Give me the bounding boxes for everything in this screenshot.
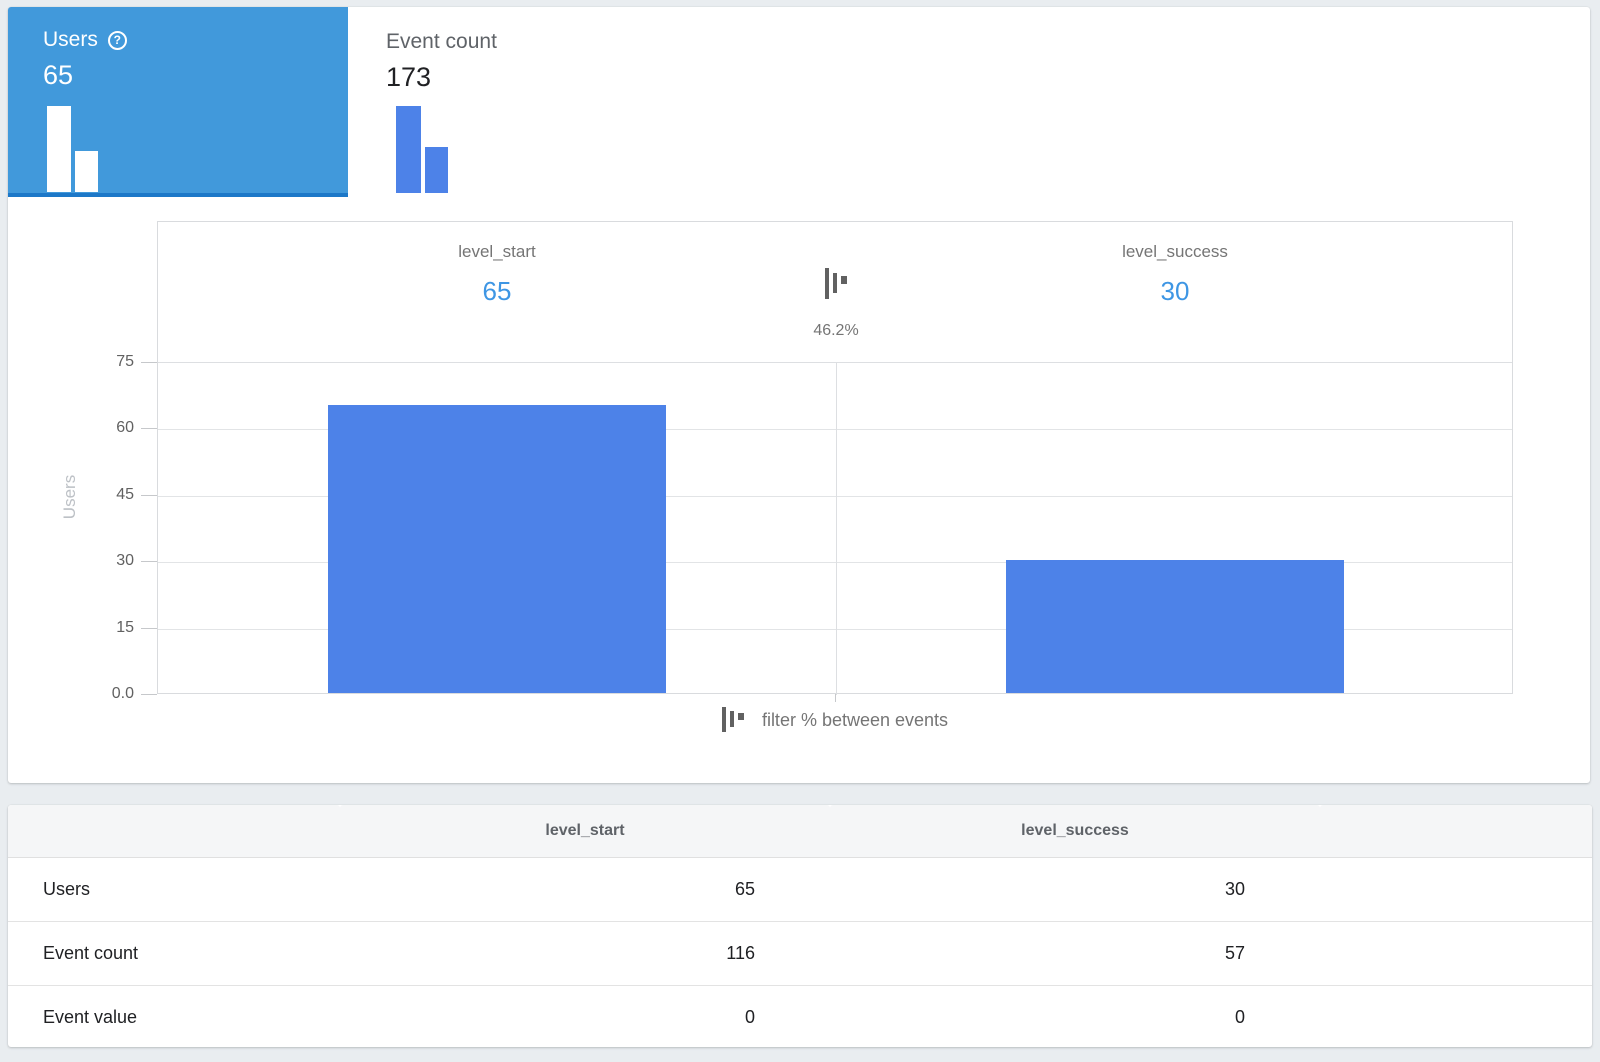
- event-count-mini-bar-short: [425, 147, 448, 193]
- y-axis-tick-mark: [141, 628, 157, 629]
- corner-cell: [8, 805, 340, 858]
- gridline: [158, 496, 1512, 497]
- table-row: Event count 116 57: [8, 921, 1592, 986]
- funnel-data-table: level_start level_success Users 65 30 Ev…: [8, 805, 1592, 1049]
- y-axis-tick-label: 30: [116, 552, 134, 569]
- conversion-percentage: 46.2%: [813, 322, 859, 339]
- users-tab-label: Users: [43, 28, 98, 51]
- tab-users-metric[interactable]: Users ? 65: [8, 7, 348, 197]
- row-label-event-count: Event count: [8, 921, 340, 986]
- gridline: [158, 562, 1512, 563]
- event-count-level-start-value: 116: [340, 921, 830, 986]
- y-axis-tick-label: 60: [116, 419, 134, 436]
- gridline: [158, 629, 1512, 630]
- funnel-step-level-success: level_success 30: [836, 242, 1514, 307]
- funnel-chart-card: Users ? 65 Event count 173 Users 75 60 45 3…: [8, 7, 1590, 783]
- users-mini-bar-short: [75, 151, 98, 192]
- step-name: level_start: [458, 242, 536, 261]
- users-mini-bar-tall: [47, 106, 71, 192]
- y-axis-tick-mark: [141, 495, 157, 496]
- funnel-bar-level-start: [328, 405, 666, 693]
- y-axis-tick-label: 0.0: [111, 685, 134, 702]
- users-level-start-value: 65: [340, 857, 830, 922]
- event-count-tab-value: 173: [386, 62, 432, 92]
- filter-legend-icon: [721, 707, 744, 733]
- column-header-level-start: level_start: [340, 805, 830, 858]
- y-axis-tick-label: 45: [116, 486, 134, 503]
- table-row: Users 65 30: [8, 857, 1592, 922]
- funnel-step-level-start: level_start 65: [158, 242, 836, 307]
- row-label-users: Users: [8, 857, 340, 922]
- y-axis-tick-mark: [141, 362, 157, 363]
- event-count-tab-label: Event count: [386, 30, 497, 53]
- legend-label: filter % between events: [761, 709, 949, 730]
- table-header-row: level_start level_success: [8, 805, 1592, 858]
- step-value: 65: [482, 276, 512, 306]
- funnel-data-table-card: level_start level_success Users 65 30 Ev…: [8, 805, 1592, 1047]
- event-value-level-success-value: 0: [1234, 1006, 1245, 1027]
- y-axis-tick-mark: [141, 561, 157, 562]
- event-count-mini-bar-tall: [396, 106, 421, 193]
- table-row: Event value 0 0: [8, 985, 1592, 1049]
- y-axis-tick-mark: [141, 694, 157, 695]
- column-header-level-success: level_success: [830, 805, 1320, 858]
- event-count-level-success-value: 57: [830, 921, 1320, 986]
- step-divider-line: [836, 363, 837, 695]
- y-axis-tick-mark: [141, 428, 157, 429]
- help-icon[interactable]: ?: [107, 30, 127, 50]
- event-value-level-start-value: 0: [744, 1006, 755, 1027]
- funnel-header: level_start 65 46.2% level_success 30: [158, 222, 1512, 363]
- step-name: level_success: [1122, 242, 1228, 261]
- filter-percent-icon: [825, 268, 847, 300]
- y-axis-tick-label: 15: [116, 619, 134, 636]
- users-tab-value: 65: [43, 60, 74, 90]
- step-value: 30: [1160, 276, 1190, 306]
- row-label-event-value: Event value: [43, 1006, 138, 1027]
- spacer-cell: [1320, 805, 1592, 858]
- gridline: [158, 429, 1512, 430]
- chart-legend: filter % between events: [157, 707, 1513, 733]
- x-axis-tick: [835, 694, 836, 702]
- conversion-block: 46.2%: [776, 268, 896, 340]
- funnel-chart: level_start 65 46.2% level_success 30: [157, 221, 1513, 695]
- funnel-bar-level-success: [1006, 560, 1344, 693]
- tab-event-count-metric[interactable]: Event count 173: [356, 7, 686, 197]
- users-level-success-value: 30: [830, 857, 1320, 922]
- y-axis-tick-label: 75: [116, 353, 134, 370]
